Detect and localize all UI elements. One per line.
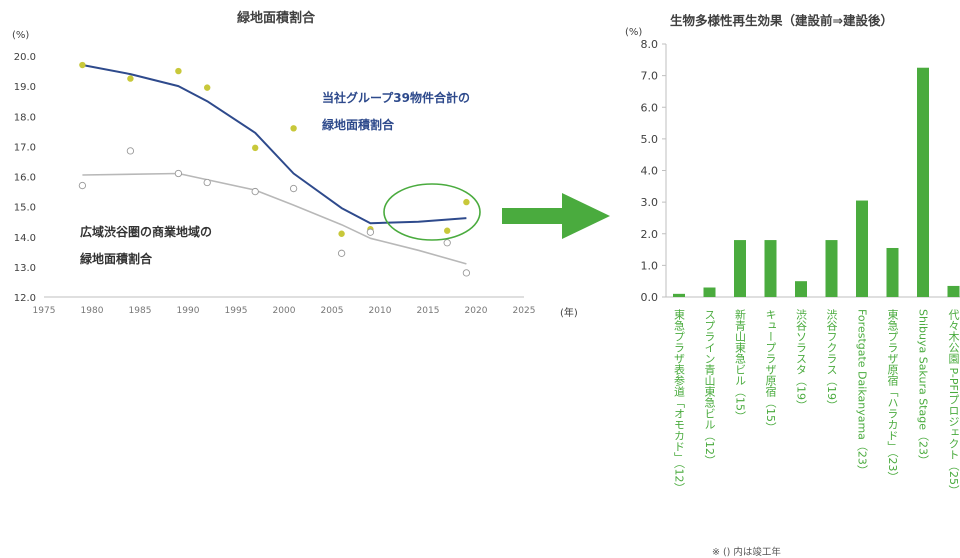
right-axes: 0.0 1.0 2.0 3.0 4.0 5.0 6.0 7.0 8.0	[641, 38, 960, 304]
data-point	[462, 269, 471, 277]
category-label: 渋谷フクラス（19）	[825, 309, 838, 411]
right-bars	[673, 67, 960, 297]
bar	[703, 287, 716, 297]
right-y-tick-label: 5.0	[641, 133, 659, 146]
right-y-tick-label: 1.0	[641, 259, 659, 272]
series-trend-line	[82, 64, 467, 225]
left-y-tick-label: 15.0	[14, 203, 36, 214]
right-y-unit: (%)	[625, 27, 642, 38]
left-y-tick-label: 16.0	[14, 173, 36, 184]
bar	[917, 67, 929, 297]
data-point	[443, 239, 451, 247]
bar	[856, 200, 868, 297]
left-x-unit: (年)	[560, 306, 578, 319]
left-y-tick-label: 13.0	[14, 263, 36, 274]
left-y-tick-label: 12.0	[14, 293, 36, 304]
category-label: 東急プラザ表参道「オモカド」（12）	[673, 309, 686, 494]
series-trend-line	[82, 172, 467, 265]
series-label-area-line1: 広域渋谷圏の商業地域の	[80, 224, 212, 239]
right-y-tick-label: 8.0	[641, 38, 659, 51]
left-y-tick-label: 17.0	[14, 142, 36, 153]
left-x-tick-label: 1995	[225, 306, 248, 316]
left-chart-title: 緑地面積割合	[237, 10, 316, 26]
left-y-tick-label: 14.0	[14, 233, 36, 244]
data-point	[290, 125, 297, 132]
data-point	[203, 178, 211, 187]
right-footnote: ※ () 内は竣工年	[712, 546, 781, 558]
right-y-tick-label: 3.0	[641, 196, 659, 209]
left-x-tick-label: 2000	[273, 306, 296, 316]
bar	[886, 247, 899, 297]
left-series-points	[78, 61, 471, 277]
left-x-tick-label: 1990	[177, 306, 200, 316]
left-y-tick-label: 18.0	[14, 112, 36, 123]
series-label-company-line1: 当社グループ39物件合計の	[322, 90, 470, 105]
left-line-chart: 緑地面積割合 (%) (年) 12.013.014.015.016.017.01…	[12, 10, 578, 319]
data-point	[444, 227, 451, 234]
data-point	[289, 184, 298, 193]
left-y-unit: (%)	[12, 30, 29, 41]
left-x-tick-label: 1975	[33, 306, 56, 316]
data-point	[463, 198, 470, 206]
left-x-tick-label: 1980	[81, 306, 104, 316]
left-x-tick-label: 2025	[513, 306, 536, 316]
category-label: キュープラザ原宿（15）	[764, 309, 777, 433]
series-label-company-line2: 緑地面積割合	[322, 117, 395, 132]
right-y-tick-label: 7.0	[641, 70, 659, 83]
left-y-tick-label: 19.0	[14, 82, 36, 93]
left-x-tick-label: 2005	[321, 306, 344, 316]
category-label: 代々木公園 P-PFIプロジェクト（25）	[947, 309, 960, 496]
data-point	[79, 61, 86, 69]
category-label: Shibuya Sakura Stage（23）	[917, 309, 930, 466]
data-point	[252, 144, 259, 152]
left-axes: 12.0 13.0 14.0 15.0 16.0 17.0 18.0 19.0 20.0 1975…	[14, 52, 536, 316]
category-label: 東急プラザ原宿「ハラカド」（23）	[886, 309, 899, 483]
highlight-ellipse	[383, 183, 481, 241]
category-label: 渋谷ソラスタ（19）	[795, 309, 808, 411]
bar	[825, 240, 838, 297]
data-point	[204, 84, 211, 91]
data-point	[338, 230, 345, 237]
data-point	[337, 249, 346, 257]
data-point	[126, 147, 135, 155]
transition-arrow-icon	[502, 193, 610, 239]
bar	[673, 293, 685, 297]
right-y-tick-label: 6.0	[641, 101, 659, 114]
right-y-tick-label: 0.0	[641, 291, 659, 304]
right-chart-title: 生物多様性再生効果（建設前⇒建設後）	[670, 13, 893, 28]
category-label: Forestgate Daikanyama（23）	[856, 309, 869, 476]
data-point	[78, 181, 87, 190]
data-point	[175, 67, 182, 75]
right-y-tick-label: 4.0	[641, 165, 659, 178]
bar	[734, 240, 746, 297]
left-x-tick-label: 1985	[129, 306, 152, 316]
data-point	[251, 187, 259, 196]
right-category-labels: 東急プラザ表参道「オモカド」（12） スプライン青山東急ビル（12） 新青山東急ビル…	[673, 308, 960, 496]
data-point	[127, 75, 134, 82]
category-label: 新青山東急ビル（15）	[734, 308, 747, 422]
right-bar-chart: 生物多様性再生効果（建設前⇒建設後） (%) 0.0 1.0 2.0 3.0 4.0 5.…	[625, 13, 960, 558]
left-x-tick-label: 2015	[417, 306, 440, 316]
left-series-lines	[82, 64, 467, 265]
data-point	[366, 228, 375, 236]
right-y-tick-label: 2.0	[641, 228, 659, 241]
left-x-tick-label: 2020	[465, 306, 488, 316]
category-label: スプライン青山東急ビル（12）	[703, 309, 716, 466]
bar	[947, 285, 960, 297]
bar	[795, 281, 807, 297]
left-x-tick-label: 2010	[369, 306, 392, 316]
series-label-area-line2: 緑地面積割合	[80, 251, 153, 266]
left-y-tick-label: 20.0	[14, 52, 36, 63]
bar	[764, 240, 777, 297]
data-point	[174, 169, 183, 178]
